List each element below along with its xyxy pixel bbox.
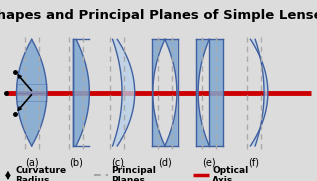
Polygon shape	[152, 39, 165, 146]
Text: Principal
Planes: Principal Planes	[111, 166, 156, 181]
Polygon shape	[250, 39, 268, 146]
Text: (e): (e)	[203, 157, 216, 167]
Text: (d): (d)	[158, 157, 172, 167]
Polygon shape	[165, 39, 178, 146]
Polygon shape	[73, 39, 89, 146]
Text: (f): (f)	[248, 157, 259, 167]
Text: Optical
Axis: Optical Axis	[212, 166, 249, 181]
Polygon shape	[113, 39, 135, 146]
Polygon shape	[209, 39, 223, 146]
Polygon shape	[16, 39, 47, 146]
Text: Curvature
Radius: Curvature Radius	[15, 166, 66, 181]
Text: (a): (a)	[25, 157, 38, 167]
Text: Shapes and Principal Planes of Simple Lenses: Shapes and Principal Planes of Simple Le…	[0, 9, 317, 22]
Text: (b): (b)	[69, 157, 83, 167]
Text: (c): (c)	[111, 157, 124, 167]
Polygon shape	[196, 39, 209, 146]
